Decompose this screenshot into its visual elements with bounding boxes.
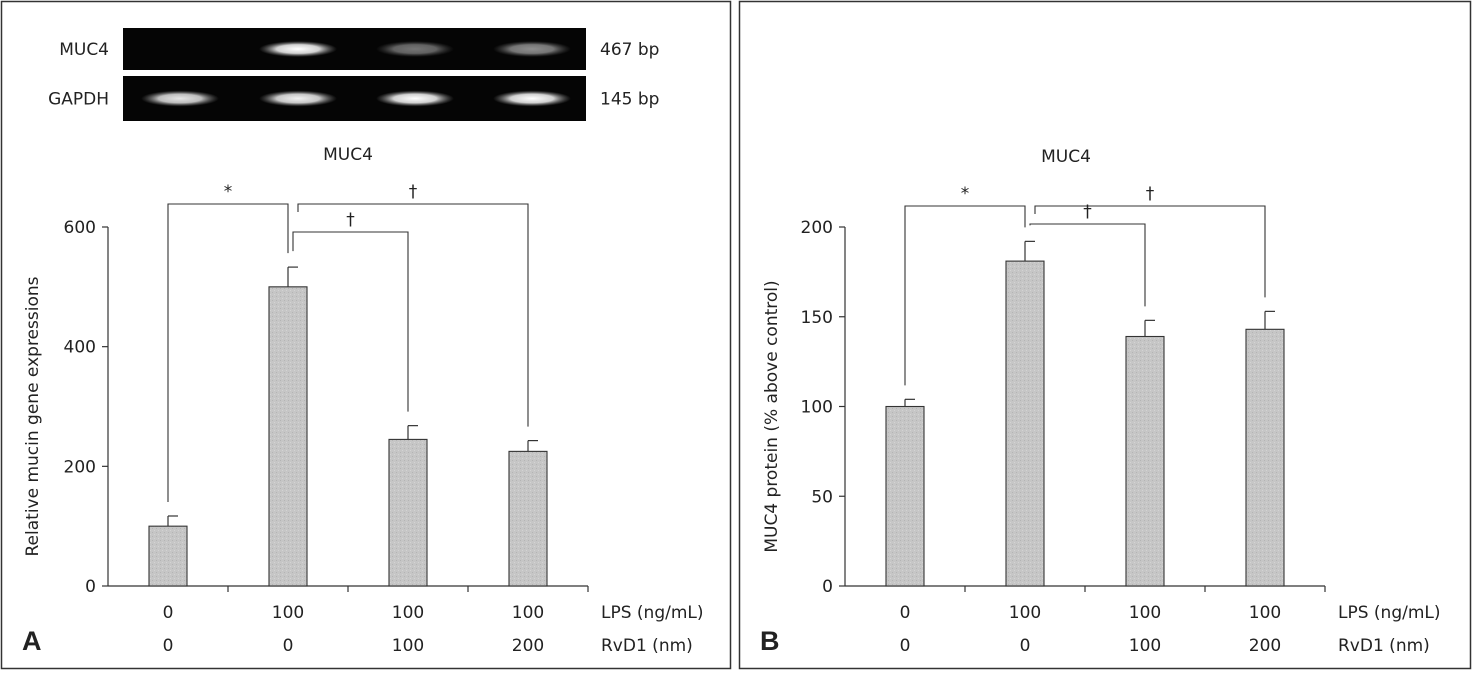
y-tick-label: 200 [64,457,96,477]
panel-letter: B [760,626,780,656]
panel-a-frame [0,0,732,670]
y-tick-label: 50 [811,487,833,507]
rvd1-label: RvD1 (nm) [1338,636,1430,656]
gel-gene-label: GAPDH [48,90,109,110]
y-tick-label: 400 [64,338,96,358]
y-axis-label: Relative mucin gene expressions [23,276,43,556]
bar [1005,260,1045,587]
y-tick-label: 600 [64,218,96,238]
lps-label: LPS (ng/mL) [601,603,704,623]
gel-band [141,90,219,107]
gel-band [493,41,571,57]
chart-title: MUC4 [1041,147,1091,167]
significance-mark: † [1146,184,1155,204]
significance-mark: † [346,210,355,230]
rvd1-value: 0 [900,636,911,656]
panel-b-frame [738,0,1472,670]
significance-bracket [1034,205,1266,298]
bar [1125,335,1165,587]
bar [268,286,308,587]
bar [388,438,428,587]
bar [508,450,548,587]
bar [885,405,925,587]
gel-band [259,90,337,107]
lps-value: 0 [163,603,174,623]
significance-mark: † [409,182,418,202]
panel-letter: A [22,626,42,656]
gel-band [259,41,337,57]
gel-size-label: 145 bp [600,90,659,110]
rvd1-value: 0 [1020,636,1031,656]
significance-bracket [904,205,1026,386]
y-tick-label: 200 [801,218,833,238]
significance-bracket [292,231,409,412]
y-tick-label: 100 [801,398,833,418]
gel-gene-label: MUC4 [59,40,109,60]
rvd1-value: 200 [512,636,544,656]
y-tick-label: 150 [801,308,833,328]
lps-value: 100 [392,603,424,623]
lps-value: 0 [900,603,911,623]
significance-mark: * [224,182,233,202]
lps-value: 100 [1249,603,1281,623]
bar [148,525,188,587]
rvd1-value: 100 [392,636,424,656]
lps-value: 100 [512,603,544,623]
gel-band [493,90,571,107]
y-tick-label: 0 [822,577,833,597]
significance-bracket [297,203,529,427]
significance-mark: † [1083,202,1092,222]
gel-size-label: 467 bp [600,40,659,60]
lps-value: 100 [1009,603,1041,623]
lps-value: 100 [272,603,304,623]
bar [1245,328,1285,587]
chart-title: MUC4 [323,145,373,165]
y-tick-label: 0 [85,577,96,597]
rvd1-value: 200 [1249,636,1281,656]
gel-band [376,41,454,57]
significance-bracket [1029,223,1146,307]
lps-label: LPS (ng/mL) [1338,603,1441,623]
significance-mark: * [961,184,970,204]
rvd1-value: 100 [1129,636,1161,656]
rvd1-value: 0 [163,636,174,656]
significance-bracket [167,203,289,502]
rvd1-value: 0 [283,636,294,656]
lps-value: 100 [1129,603,1161,623]
gel-band [376,90,454,107]
y-axis-label: MUC4 protein (% above control) [762,280,782,552]
rvd1-label: RvD1 (nm) [601,636,693,656]
